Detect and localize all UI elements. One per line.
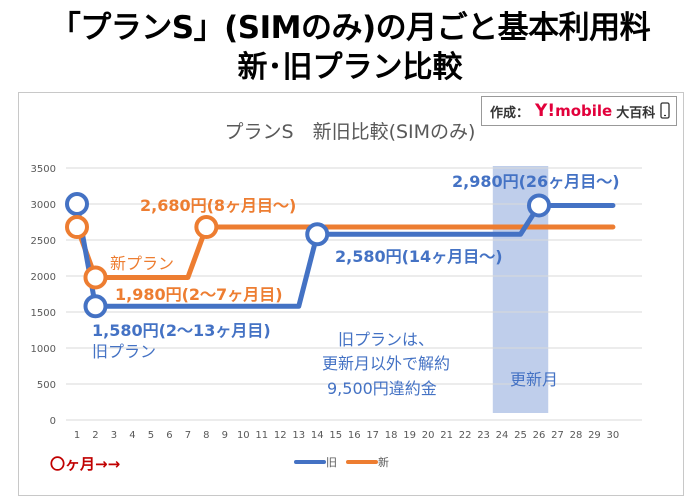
- x-tick-label: 4: [129, 430, 135, 441]
- annotation-old-plan: 旧プラン: [92, 342, 156, 361]
- credit-badge: 作成： Y! mobile 大百科: [481, 96, 677, 126]
- legend-label-new: 新: [378, 455, 389, 469]
- y-tick-label: 3000: [31, 200, 56, 211]
- x-axis-label: 〇ヶ月→→: [50, 455, 120, 473]
- x-tick-label: 16: [348, 430, 361, 441]
- x-tick-label: 2: [92, 430, 98, 441]
- data-point-marker-old: [305, 222, 330, 247]
- x-tick-label: 29: [588, 430, 601, 441]
- x-tick-label: 9: [222, 430, 228, 441]
- x-tick-label: 11: [255, 430, 268, 441]
- x-tick-label: 19: [403, 430, 416, 441]
- x-tick-label: 8: [203, 430, 209, 441]
- x-tick-label: 20: [422, 430, 435, 441]
- x-tick-label: 6: [166, 430, 172, 441]
- x-tick-label: 5: [148, 430, 154, 441]
- annotation-old-2980: 2,980円(26ヶ月目〜): [452, 172, 620, 191]
- x-tick-label: 14: [311, 430, 324, 441]
- y-tick-label: 2500: [31, 236, 56, 247]
- annotation-new-1980: 1,980円(2〜7ヶ月目): [115, 285, 283, 304]
- annotation-new-2680: 2,680円(8ヶ月目〜): [140, 196, 296, 215]
- page-title-line2: 新･旧プラン比較: [237, 50, 463, 85]
- series-line-old: [74, 201, 616, 309]
- data-point-marker-new: [194, 215, 219, 240]
- x-tick-label: 24: [496, 430, 509, 441]
- x-tick-label: 18: [385, 430, 398, 441]
- y-tick-label: 3500: [31, 164, 56, 175]
- x-tick-label: 21: [440, 430, 453, 441]
- x-tick-label: 12: [274, 430, 287, 441]
- credit-label: 作成：: [490, 105, 530, 121]
- annotation-old-2580: 2,580円(14ヶ月目〜): [335, 247, 503, 266]
- annotation-old-1580: 1,580円(2〜13ヶ月目): [92, 321, 271, 340]
- x-tick-label: 23: [477, 430, 490, 441]
- y-tick-label: 0: [50, 416, 56, 427]
- brand-logo-mark: Y!: [535, 101, 556, 121]
- annotation-note2: 更新月以外で解約: [322, 354, 450, 373]
- data-point-marker-old: [83, 294, 108, 319]
- legend-label-old: 旧: [326, 456, 337, 469]
- data-point-marker-new: [65, 215, 89, 240]
- chart-frame: [18, 92, 684, 496]
- brand-logo-text: mobile: [555, 102, 613, 120]
- y-tick-label: 1000: [31, 344, 56, 355]
- x-tick-label: 25: [514, 430, 527, 441]
- y-tick-label: 1500: [31, 308, 56, 319]
- data-point-marker-old: [527, 193, 551, 218]
- annotation-note3: 9,500円違約金: [327, 379, 437, 398]
- x-tick-label: 13: [292, 430, 305, 441]
- data-point-marker-old: [65, 192, 89, 216]
- x-tick-label: 27: [551, 430, 564, 441]
- smartphone-icon: [660, 102, 670, 119]
- x-tick-label: 22: [459, 430, 472, 441]
- highlight-band-label: 更新月: [510, 370, 558, 389]
- x-tick-label: 10: [237, 430, 250, 441]
- annotation-note1: 旧プランは、: [338, 330, 434, 349]
- chart-title: プランS 新旧比較(SIMのみ): [225, 121, 476, 143]
- x-tick-label: 3: [111, 430, 117, 441]
- x-tick-label: 28: [570, 430, 583, 441]
- y-tick-label: 2000: [31, 272, 56, 283]
- x-tick-label: 1: [74, 430, 80, 441]
- page-title-line1: 「プランS」(SIMのみ)の月ごと基本利用料: [49, 10, 651, 46]
- credit-suffix: 大百科: [616, 105, 656, 121]
- annotation-new-plan: 新プラン: [110, 254, 174, 273]
- x-tick-label: 17: [366, 430, 379, 441]
- x-tick-label: 7: [185, 430, 191, 441]
- x-tick-label: 26: [533, 430, 546, 441]
- y-tick-label: 500: [37, 380, 56, 391]
- x-tick-label: 30: [607, 430, 620, 441]
- x-tick-label: 15: [329, 430, 342, 441]
- data-point-marker-new: [83, 265, 108, 290]
